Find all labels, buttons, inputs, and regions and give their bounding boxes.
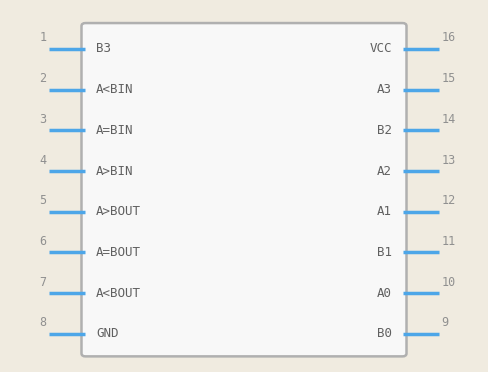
Text: 7: 7: [39, 276, 46, 289]
Text: A=BIN: A=BIN: [96, 124, 134, 137]
Text: A>BOUT: A>BOUT: [96, 205, 141, 218]
Text: A<BIN: A<BIN: [96, 83, 134, 96]
FancyBboxPatch shape: [81, 23, 407, 356]
Text: 13: 13: [442, 154, 456, 167]
Text: B1: B1: [377, 246, 392, 259]
Text: A<BOUT: A<BOUT: [96, 286, 141, 299]
Text: 8: 8: [39, 316, 46, 329]
Text: A1: A1: [377, 205, 392, 218]
Text: A2: A2: [377, 164, 392, 177]
Text: 5: 5: [39, 194, 46, 207]
Text: A>BIN: A>BIN: [96, 164, 134, 177]
Text: 4: 4: [39, 154, 46, 167]
Text: 6: 6: [39, 235, 46, 248]
Text: 15: 15: [442, 72, 456, 85]
Text: A0: A0: [377, 286, 392, 299]
Text: 11: 11: [442, 235, 456, 248]
Text: VCC: VCC: [369, 42, 392, 55]
Text: 2: 2: [39, 72, 46, 85]
Text: 12: 12: [442, 194, 456, 207]
Text: 9: 9: [442, 316, 449, 329]
Text: A3: A3: [377, 83, 392, 96]
Text: B3: B3: [96, 42, 111, 55]
Text: 1: 1: [39, 32, 46, 45]
Text: 3: 3: [39, 113, 46, 126]
Text: B2: B2: [377, 124, 392, 137]
Text: GND: GND: [96, 327, 119, 340]
Text: A=BOUT: A=BOUT: [96, 246, 141, 259]
Text: B0: B0: [377, 327, 392, 340]
Text: 10: 10: [442, 276, 456, 289]
Text: 16: 16: [442, 32, 456, 45]
Text: 14: 14: [442, 113, 456, 126]
